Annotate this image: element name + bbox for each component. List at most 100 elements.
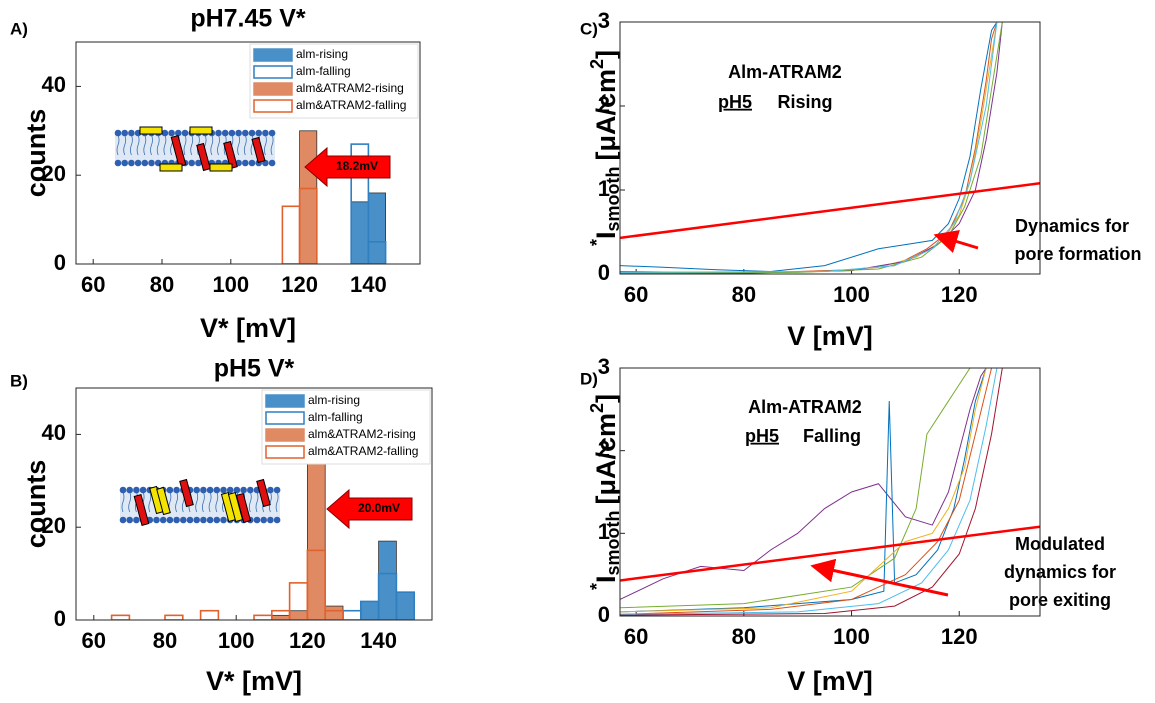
- lipid-head: [134, 159, 142, 167]
- lipid-head: [173, 516, 180, 524]
- legend-label: alm-falling: [308, 410, 363, 424]
- peptide: [251, 136, 266, 164]
- lipid-head: [128, 159, 135, 167]
- y-axis-label-part: I: [591, 232, 621, 240]
- plot-frame: [619, 21, 1041, 275]
- lipid-head: [119, 516, 127, 524]
- lipid-head: [121, 129, 128, 137]
- lipid-head: [159, 516, 167, 524]
- lipid-head: [186, 516, 194, 524]
- legend-label: alm&ATRAM2-rising: [308, 427, 416, 441]
- lipid-tail: [148, 491, 152, 513]
- lipid-tail: [136, 134, 140, 156]
- lipid-head: [228, 129, 236, 137]
- series-line: [620, 368, 1003, 616]
- lipid-head: [200, 486, 207, 494]
- y-tick-label: 0: [598, 260, 610, 285]
- lipid-head: [126, 516, 133, 524]
- y-axis-label-part: smooth: [603, 167, 623, 232]
- panel-label: C): [580, 19, 598, 38]
- lipid-head: [267, 486, 274, 494]
- legend-swatch: [253, 99, 293, 113]
- y-tick-label: 3: [598, 8, 610, 33]
- bar: [306, 461, 326, 620]
- bar: [289, 610, 308, 620]
- annotation: pH5: [745, 426, 779, 446]
- lipid-head: [235, 129, 242, 137]
- lipid-head: [181, 129, 189, 137]
- lipid-head: [242, 129, 249, 137]
- bar: [367, 241, 387, 264]
- x-axis-label: V [mV]: [787, 321, 873, 351]
- lipid-head: [220, 516, 227, 524]
- peptide: [189, 126, 213, 135]
- lipid-tail: [250, 134, 254, 156]
- peptide: [139, 126, 163, 135]
- plot-frame: [75, 41, 421, 265]
- lipid-head: [273, 486, 281, 494]
- lipid-head: [226, 486, 234, 494]
- y-axis-label-part: ]: [591, 394, 621, 403]
- x-axis-label: V* [mV]: [206, 666, 302, 696]
- annotation: 18.2mV: [336, 159, 378, 173]
- y-axis-label-part: ]: [591, 50, 621, 59]
- lipid-head: [148, 159, 155, 167]
- lipid-head: [220, 486, 227, 494]
- lipid-tail: [275, 491, 279, 513]
- legend-swatch: [265, 428, 305, 442]
- x-tick-label: 140: [360, 628, 397, 653]
- annotation-arrow: [933, 229, 979, 253]
- annotation: 20.0mV: [358, 501, 400, 515]
- bar: [360, 601, 379, 620]
- chart-title: pH5 V*: [214, 355, 295, 383]
- lipid-tail: [156, 134, 160, 156]
- x-tick-label: 60: [624, 624, 648, 649]
- y-tick-label: 40: [42, 72, 66, 97]
- lipid-head: [193, 516, 200, 524]
- y-axis-label-part: *: [587, 239, 607, 246]
- annotation: Alm-ATRAM2: [748, 397, 862, 417]
- y-axis-label-part: [μA/cm: [591, 69, 621, 161]
- lipid-head: [188, 159, 195, 167]
- y-axis-label-part: *: [587, 583, 607, 590]
- lipid-tail: [210, 134, 214, 156]
- x-tick-label: 100: [833, 624, 870, 649]
- arrow-callout: [326, 488, 413, 530]
- y-tick-label: 0: [54, 606, 66, 631]
- y-tick-label: 1: [598, 519, 610, 544]
- x-tick-label: 80: [150, 272, 174, 297]
- peptide: [209, 163, 233, 172]
- lipid-head: [161, 129, 169, 137]
- x-axis-label: V* [mV]: [200, 313, 296, 343]
- y-axis-label-part: 2: [587, 59, 607, 69]
- x-tick-label: 60: [82, 628, 106, 653]
- y-tick-label: 1: [598, 176, 610, 201]
- lipid-head: [267, 516, 274, 524]
- lipid-head: [262, 129, 269, 137]
- lipid-head: [221, 129, 229, 137]
- x-tick-label: 140: [350, 272, 387, 297]
- lipid-tail: [183, 134, 187, 156]
- legend-swatch: [265, 411, 305, 425]
- lipid-head: [215, 129, 222, 137]
- lipid-head: [268, 159, 276, 167]
- lipid-head: [206, 516, 214, 524]
- lipid-head: [193, 486, 200, 494]
- legend-label: alm-falling: [296, 64, 351, 78]
- annotation: Modulated: [1015, 534, 1105, 554]
- bar: [298, 187, 318, 264]
- lipid-head: [240, 486, 247, 494]
- lipid-head: [248, 129, 256, 137]
- lipid-head: [242, 159, 249, 167]
- lipid-tail: [264, 134, 267, 156]
- x-tick-label: 100: [218, 628, 255, 653]
- plot-frame: [619, 367, 1041, 617]
- y-axis-label: *Ismooth [μA/cm2]: [587, 394, 623, 590]
- annotation: Falling: [803, 426, 861, 446]
- annotation-arrow: [810, 558, 949, 597]
- lipid-head: [213, 516, 221, 524]
- lipid-head: [133, 486, 140, 494]
- bar: [306, 549, 326, 620]
- bar: [350, 201, 369, 264]
- annotation: pore exiting: [1009, 590, 1111, 610]
